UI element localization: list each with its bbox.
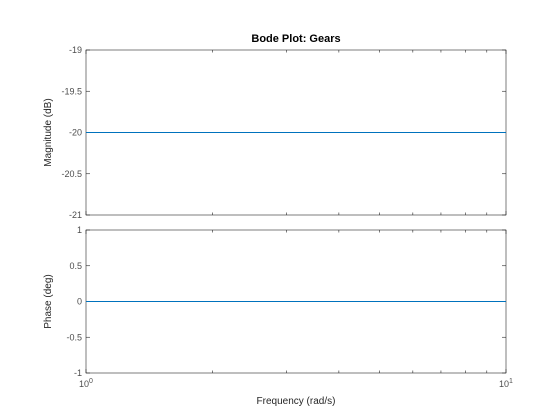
y-tick-label: -20 <box>69 128 82 138</box>
y-tick-label: 0 <box>77 297 82 307</box>
x-tick-label: 101 <box>499 378 513 389</box>
y-axis-label: Phase (deg) <box>43 274 54 328</box>
y-tick-label: -1 <box>74 368 82 378</box>
y-tick-label: -19.5 <box>61 86 82 96</box>
chart-title: Bode Plot: Gears <box>251 33 340 45</box>
y-tick-label: 1 <box>77 225 82 235</box>
y-tick-label: 0.5 <box>69 261 82 271</box>
y-tick-label: -0.5 <box>66 332 82 342</box>
y-tick-label: -19 <box>69 45 82 55</box>
y-tick-label: -20.5 <box>61 169 82 179</box>
x-tick-label: 100 <box>79 378 93 389</box>
x-axis-label: Frequency (rad/s) <box>257 396 336 407</box>
y-tick-label: -21 <box>69 210 82 220</box>
y-axis-label: Magnitude (dB) <box>43 98 54 166</box>
